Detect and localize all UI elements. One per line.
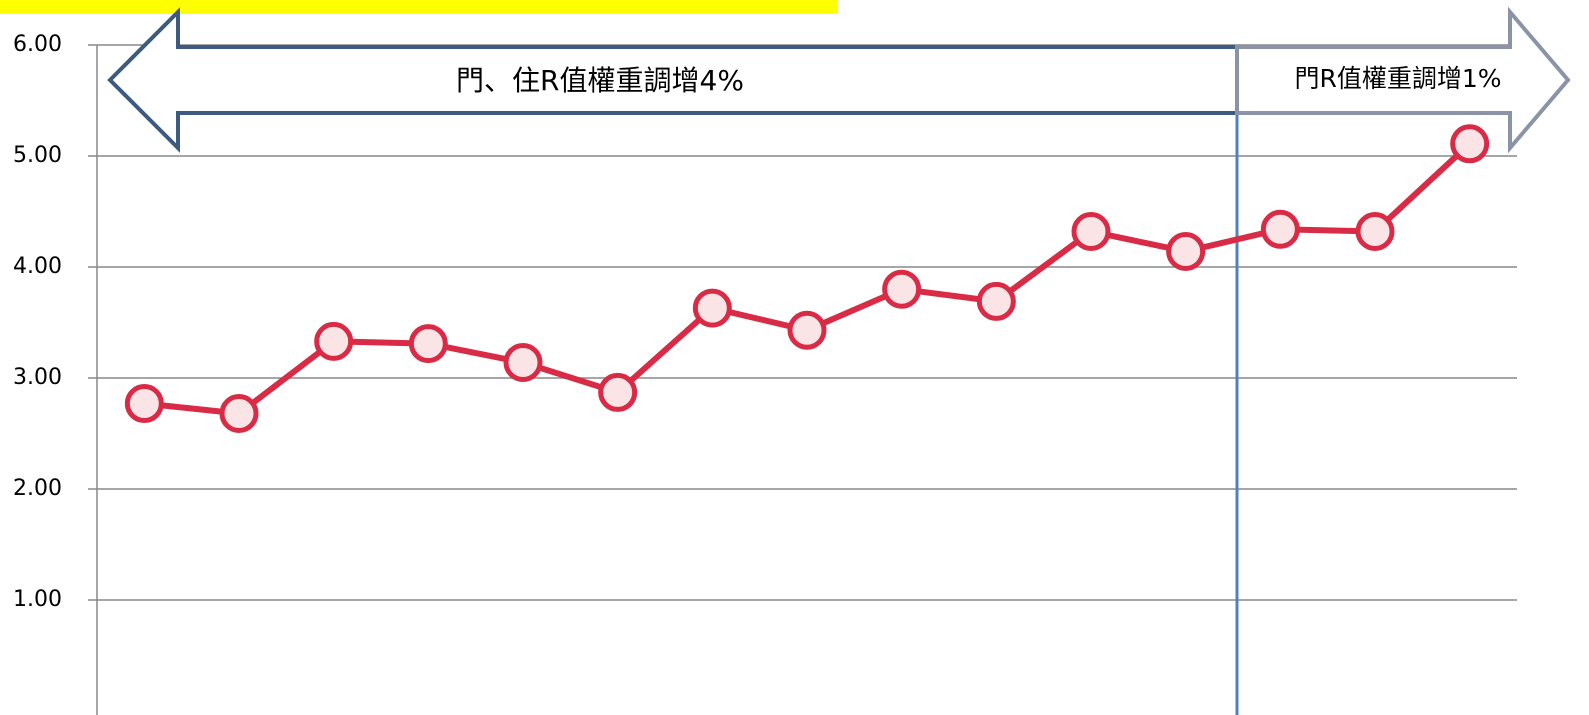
marker [1166,231,1206,271]
marker [219,394,259,434]
title-banner [0,0,838,14]
marker [598,372,638,412]
marker [124,384,164,424]
y-tick-label: 1.00 [13,587,62,612]
annotation: 門R值權重調增1% [1294,64,1501,93]
marker [882,269,922,309]
marker [1355,211,1395,251]
y-tick-label: 5.00 [13,143,62,168]
y-tick-label: 2.00 [13,476,62,501]
marker [1260,209,1300,249]
marker [787,310,827,350]
annotation: 門、住R值權重調增4% [456,64,744,97]
right-arrow [1235,6,1571,154]
marker [692,288,732,328]
y-tick-label: 6.00 [13,32,62,57]
marker [503,342,543,382]
marker [1450,124,1490,164]
marker [314,321,354,361]
marker [976,281,1016,321]
marker [1071,211,1111,251]
y-tick-label: 3.00 [13,365,62,390]
marker [408,324,448,364]
y-tick-label: 4.00 [13,254,62,279]
line [144,141,1472,417]
